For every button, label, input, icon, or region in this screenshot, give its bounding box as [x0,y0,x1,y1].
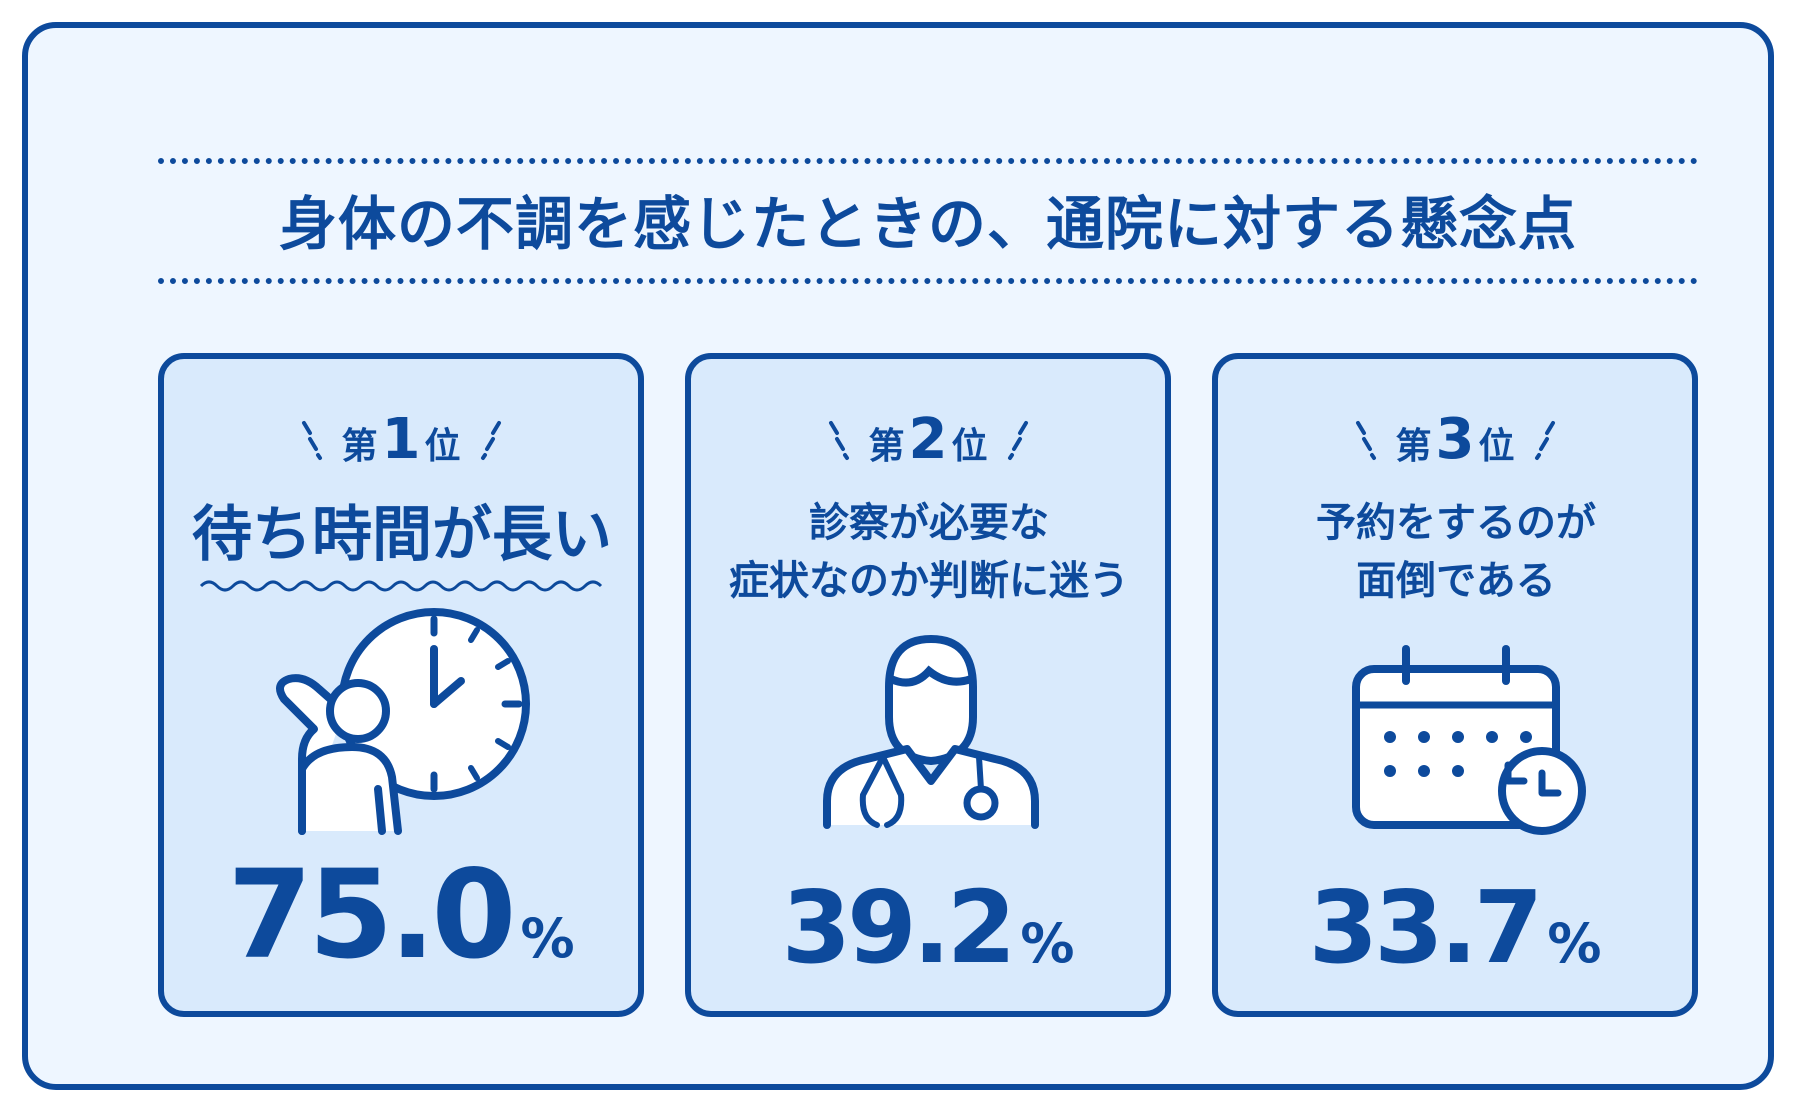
sparkle-left-icon [1355,421,1376,460]
sparkle-right-icon [1007,421,1028,460]
rank-heading: 第 3 位 [1218,406,1692,472]
label-line: 診察が必要な [809,500,1049,546]
value-number: 33.7 [1308,869,1544,986]
doctor-icon [823,635,1039,829]
title-divider-bottom [158,278,1698,284]
waiting-clock-icon [276,608,530,835]
page-title: 身体の不調を感じたときの、通院に対する懸念点 [278,190,1577,258]
label-line: 面倒である [1356,558,1556,604]
rank-number: 1 [381,406,421,472]
rank-heading: 第 2 位 [691,406,1165,472]
rank-suffix: 位 [424,425,461,467]
concern-label: 待ち時間が長い [174,499,630,571]
wavy-underline [199,580,603,592]
concern-label: 予約をするのが 面倒である [1228,494,1684,610]
title-divider-top [158,158,1698,164]
rank-suffix: 位 [951,425,988,467]
rank-prefix: 第 [868,425,905,467]
rank-suffix: 位 [1478,425,1515,467]
rank-number: 3 [1435,406,1475,472]
percentage-value: 39.2% [691,869,1165,986]
percentage-value: 75.0% [164,844,638,986]
rank-card-1: 第 1 位 待ち時間が長い [158,353,644,1017]
sparkle-right-icon [480,421,501,460]
percent-sign: % [1547,912,1602,975]
label-line: 予約をするのが [1316,500,1596,546]
infographic-frame: 身体の不調を感じたときの、通院に対する懸念点 第 1 位 待ち時間が長い [22,22,1774,1090]
rank-number: 2 [908,406,948,472]
label-line: 待ち時間が長い [192,500,612,570]
rank-prefix: 第 [1395,425,1432,467]
percent-sign: % [1020,912,1075,975]
sparkle-left-icon [301,421,322,460]
sparkle-left-icon [828,421,849,460]
value-number: 39.2 [781,869,1017,986]
sparkle-right-icon [1534,421,1555,460]
label-line: 症状なのか判断に迷う [729,558,1129,604]
rank-prefix: 第 [341,425,378,467]
percent-sign: % [520,907,575,970]
concern-label: 診察が必要な 症状なのか判断に迷う [701,494,1157,610]
percentage-value: 33.7% [1218,869,1692,986]
rank-card-2: 第 2 位 診察が必要な 症状なのか判断に迷う 39.2% [685,353,1171,1017]
calendar-clock-icon [1352,645,1586,835]
value-number: 75.0 [227,844,516,986]
rank-heading: 第 1 位 [164,406,638,472]
rank-card-3: 第 3 位 予約をするのが 面倒である [1212,353,1698,1017]
